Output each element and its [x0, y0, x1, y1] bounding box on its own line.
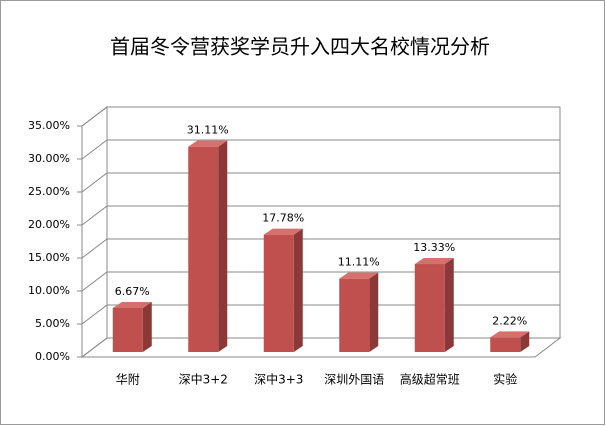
bar-top: [188, 140, 228, 147]
bar-top: [490, 331, 530, 338]
y-tick-label: 5.00%: [35, 317, 70, 330]
bar-top: [339, 272, 379, 279]
y-tick-label: 15.00%: [28, 251, 70, 264]
data-label: 11.11%: [338, 256, 380, 269]
y-tick-label: 10.00%: [28, 284, 70, 297]
bar-top: [112, 301, 152, 308]
x-tick-label: 深中3+3: [254, 372, 303, 387]
bar: [414, 264, 445, 352]
chart-title: 首届冬令营获奖学员升入四大名校情况分析: [110, 35, 490, 59]
y-tick-label: 30.00%: [28, 152, 70, 165]
back-wall: [106, 106, 561, 339]
bar-side: [444, 258, 454, 352]
y-tick-label: 35.00%: [28, 119, 70, 132]
bar-top: [263, 228, 303, 235]
data-label: 31.11%: [187, 124, 229, 137]
grid-line: [81, 238, 560, 259]
grid-line: [81, 139, 560, 160]
y-tick-label: 25.00%: [28, 185, 70, 198]
data-label: 6.67%: [115, 285, 150, 298]
y-tick-label: 20.00%: [28, 218, 70, 231]
bar-top: [414, 258, 454, 265]
grid-line: [81, 106, 560, 127]
bar-side: [369, 272, 379, 352]
y-tick-label: 0.00%: [35, 350, 70, 363]
bar: [112, 307, 143, 352]
grid-line: [81, 172, 560, 193]
grid-line: [81, 337, 560, 358]
x-tick-label: 深圳外国语: [324, 373, 384, 387]
side-wall: [81, 105, 108, 359]
grid-line: [81, 304, 560, 325]
bar: [339, 278, 370, 352]
x-tick-label: 华附: [116, 373, 140, 387]
bar-side: [520, 331, 530, 352]
floor: [80, 337, 562, 358]
bar-side: [142, 301, 152, 352]
x-tick-label: 深中3+2: [179, 372, 228, 387]
x-tick-label: 实验: [493, 372, 517, 387]
data-label: 17.78%: [262, 212, 304, 225]
bar-side: [218, 140, 228, 352]
bar-side: [293, 228, 303, 352]
data-label: 2.22%: [492, 314, 527, 327]
x-tick-label: 高级超常班: [400, 372, 460, 387]
bar: [490, 337, 521, 352]
bar: [188, 146, 219, 352]
bar: [263, 234, 294, 352]
grid-line: [81, 271, 560, 292]
grid-line: [81, 205, 560, 226]
data-label: 13.33%: [413, 241, 455, 254]
